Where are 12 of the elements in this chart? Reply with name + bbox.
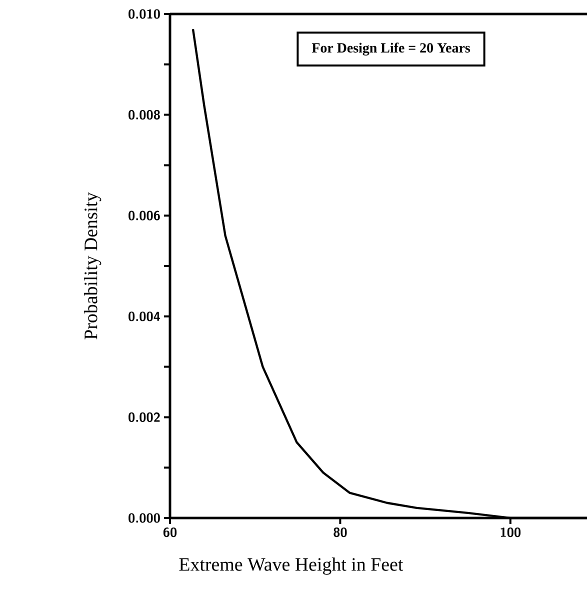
y-axis-title: Probability Density [84, 192, 102, 340]
y-tick-label: 0.006 [128, 210, 160, 220]
x-tick-label: 60 [163, 528, 177, 538]
x-tick-label: 100 [500, 528, 521, 538]
annotation: For Design Life = 20 Years [312, 42, 470, 56]
y-tick-label: 0.002 [128, 412, 160, 422]
x-tick-label: 80 [334, 528, 347, 538]
y-tick-label: 0.008 [128, 110, 160, 120]
x-axis-title: Extreme Wave Height in Feet [179, 558, 404, 575]
y-tick-label: 0.000 [128, 513, 160, 523]
y-tick-label: 0.004 [128, 312, 160, 322]
y-tick-label: 0.010 [128, 9, 160, 19]
